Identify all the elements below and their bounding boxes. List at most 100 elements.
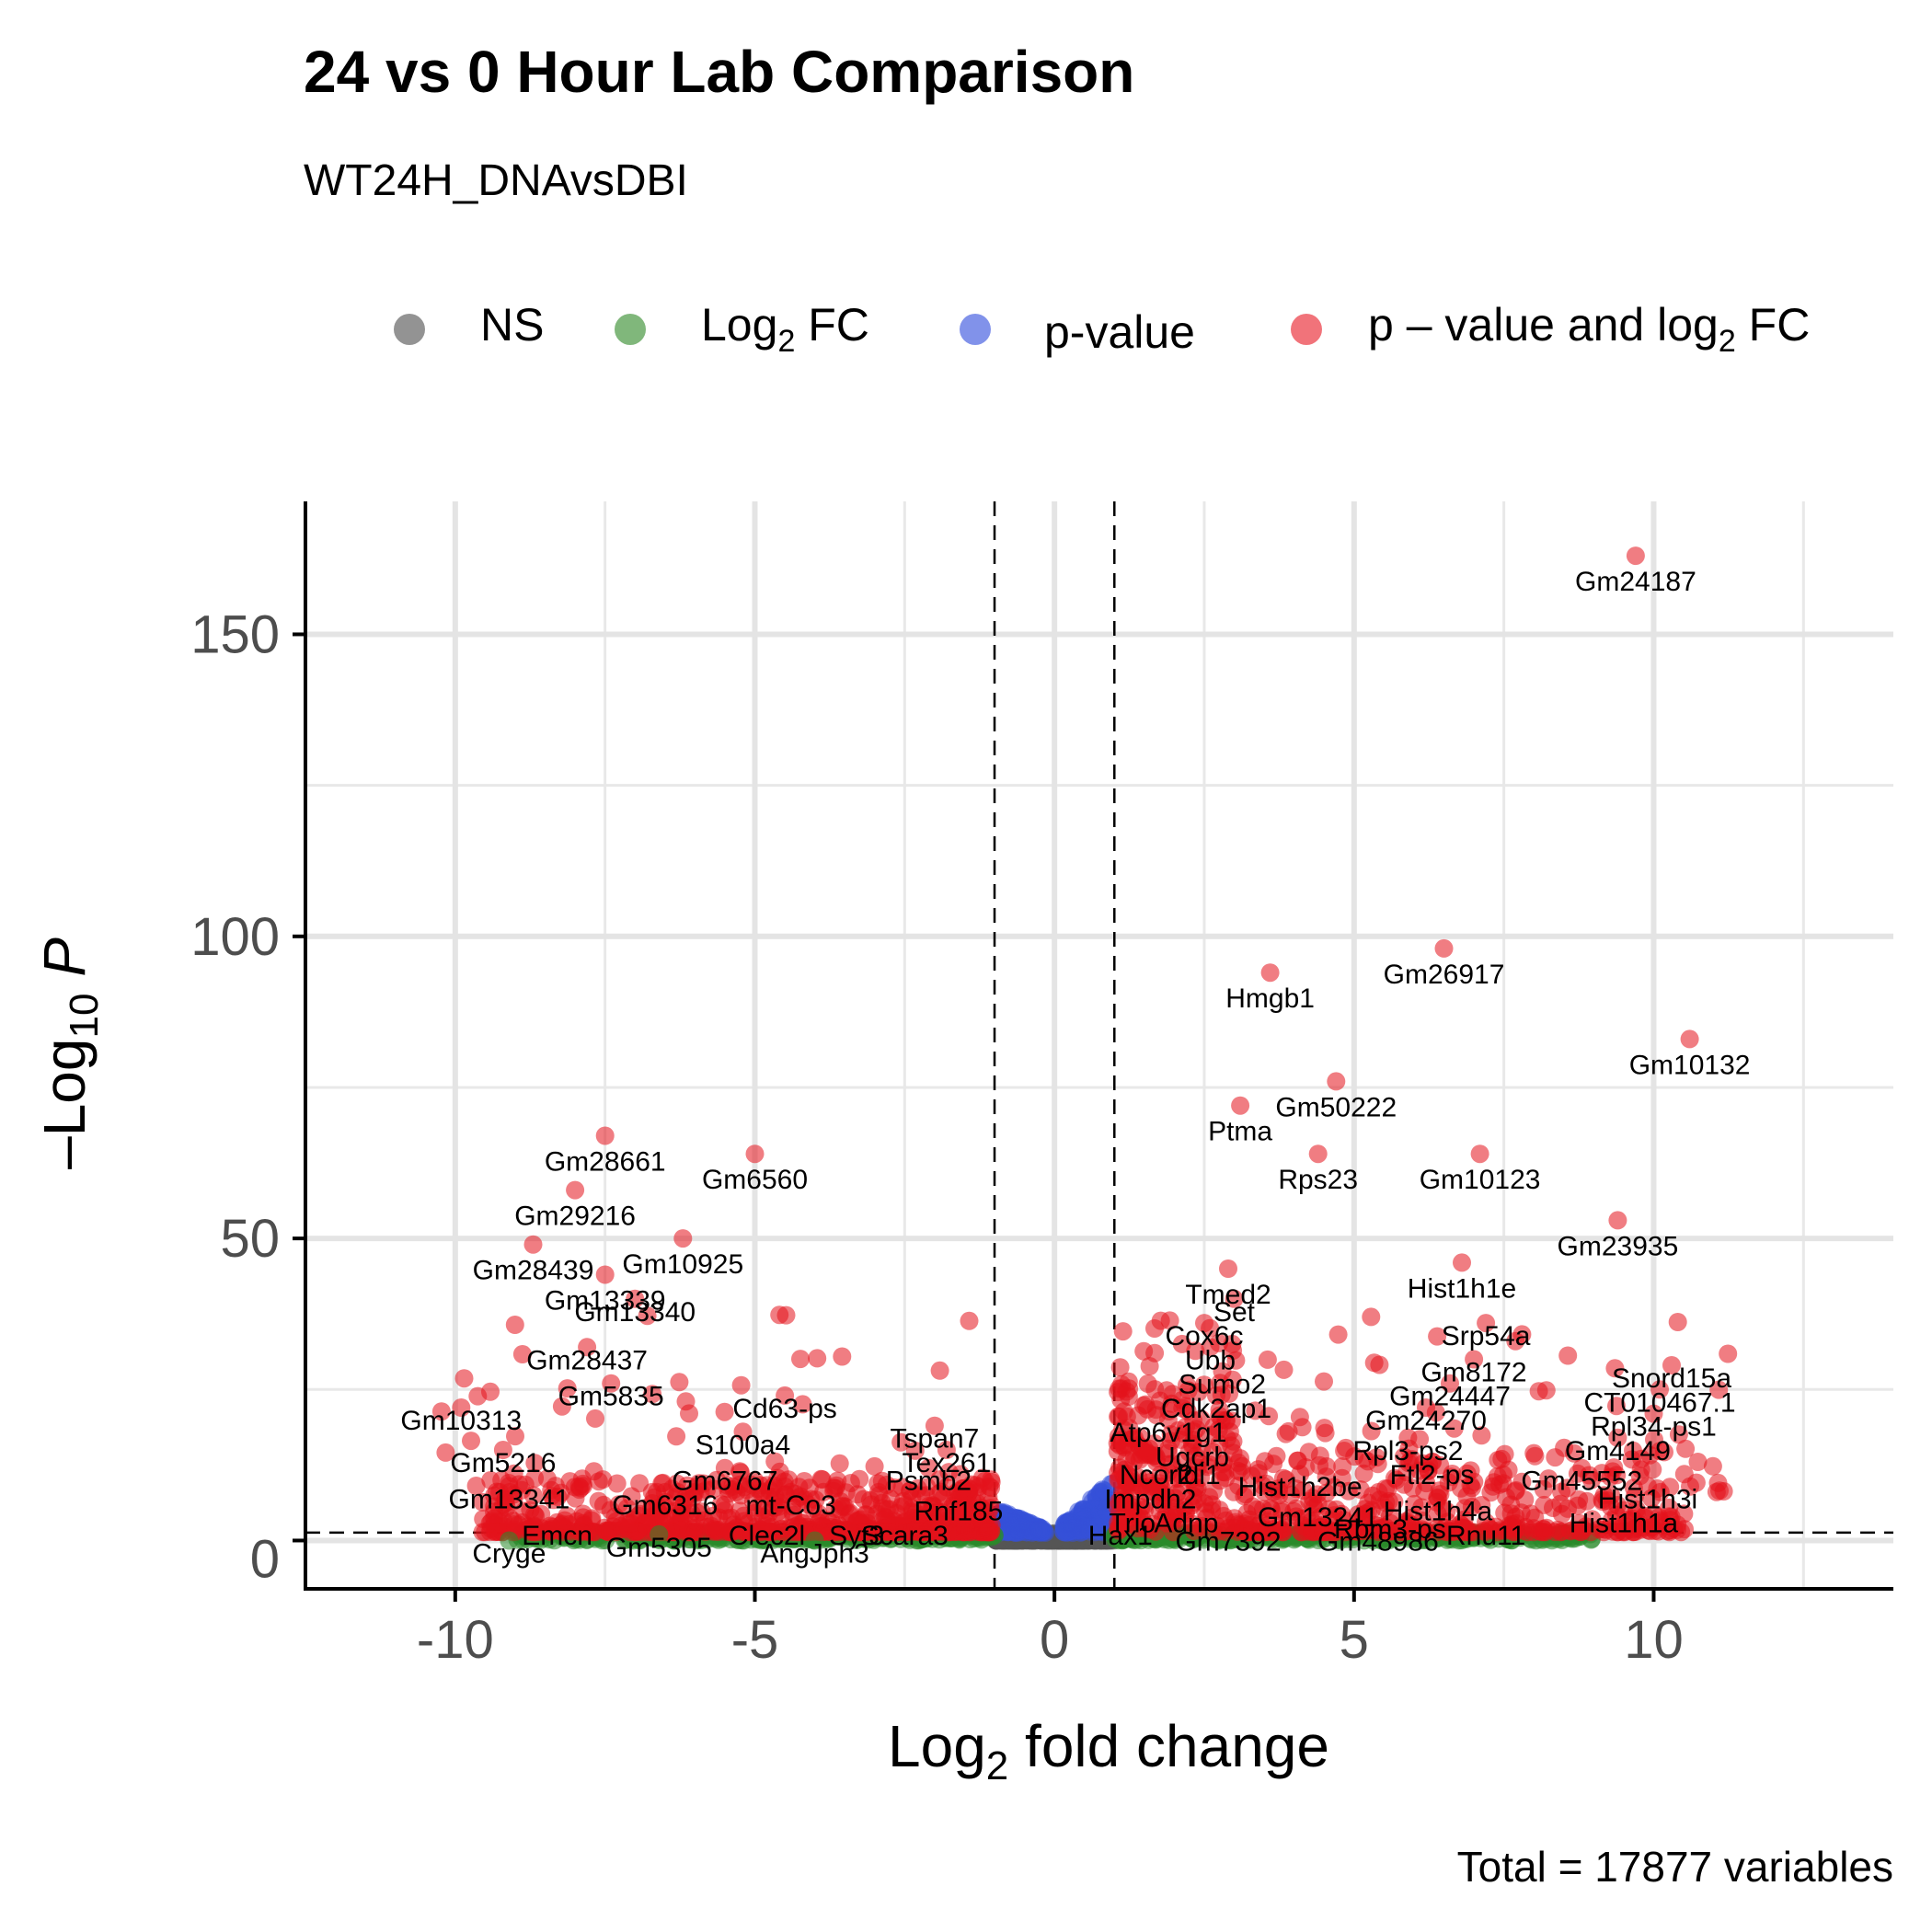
point-fc-p	[1315, 1372, 1333, 1391]
point-fc-p	[1434, 938, 1454, 958]
legend-marker-fc_p	[1291, 314, 1322, 345]
point-fc-p	[877, 1500, 896, 1519]
gene-label: Gm28439	[473, 1256, 594, 1286]
legend-marker-fc	[615, 314, 646, 345]
point-fc-p	[828, 1471, 847, 1490]
y-tick-label: 50	[220, 1209, 280, 1269]
x-tick-label: 10	[1624, 1610, 1684, 1670]
point-p	[1000, 1512, 1019, 1532]
point-fc-p	[1258, 1350, 1277, 1369]
gene-label: Gm48986	[1317, 1526, 1439, 1557]
point-fc-p	[1229, 1453, 1248, 1472]
point-fc-p	[1328, 1325, 1348, 1344]
point-fc-p	[1276, 1424, 1295, 1443]
point-fc-p	[1110, 1379, 1129, 1398]
point-fc-p	[1308, 1144, 1328, 1164]
point-fc-p	[745, 1144, 765, 1164]
point-fc-p	[1626, 546, 1645, 566]
gene-label: Ptma	[1208, 1117, 1272, 1147]
point-fc-p	[505, 1316, 524, 1334]
gene-label: Rnu11	[1446, 1521, 1525, 1551]
y-tick-label: 150	[190, 604, 280, 664]
chart-subtitle: WT24H_DNAvsDBI	[304, 156, 688, 205]
point-fc-p	[960, 1311, 979, 1330]
legend-label-fc: Log2 FC	[701, 299, 869, 359]
point-fc-p	[1335, 1442, 1354, 1460]
point-fc-p	[1113, 1322, 1133, 1341]
gene-label: Gm13341	[449, 1484, 570, 1514]
x-tick-label: 5	[1340, 1610, 1369, 1670]
point-fc-p	[1327, 1072, 1346, 1091]
point-fc-p	[1231, 1096, 1250, 1115]
point-fc-p	[1668, 1313, 1687, 1331]
gene-label: Gm5305	[606, 1533, 712, 1563]
gene-label: Gm7392	[1175, 1526, 1281, 1557]
gene-label: Rps23	[1278, 1165, 1358, 1195]
point-fc-p	[595, 1265, 615, 1284]
gene-label: Gm10123	[1420, 1165, 1541, 1195]
y-axis-title: –Log10 P	[31, 937, 107, 1169]
point-fc-p	[830, 1454, 849, 1473]
chart-legend: NS Log2 FC p-value p – value and log2 FC	[394, 299, 1810, 359]
legend-label-ns: NS	[480, 299, 544, 351]
x-tick-label: -10	[417, 1610, 494, 1670]
point-fc-p	[833, 1347, 852, 1366]
legend-marker-ns	[394, 314, 425, 345]
chart-title: 24 vs 0 Hour Lab Comparison	[304, 39, 1134, 105]
gene-label: Gm50222	[1275, 1092, 1397, 1122]
gene-label: Gm23935	[1558, 1231, 1679, 1261]
gene-label: Scara3	[861, 1521, 949, 1551]
x-axis-title: Log2 fold change	[888, 1713, 1329, 1788]
point-fc-p	[1364, 1353, 1384, 1373]
gene-label: Gm26917	[1384, 960, 1505, 990]
point-fc-p	[930, 1361, 949, 1380]
gene-label: Gm10925	[622, 1249, 743, 1280]
point-fc-p	[1264, 1455, 1283, 1474]
point-p	[1058, 1521, 1077, 1540]
point-fc-p	[1484, 1473, 1503, 1492]
gene-label: AngJph3	[760, 1539, 868, 1570]
point-fc-p	[480, 1513, 500, 1533]
point-fc-p	[1470, 1144, 1489, 1164]
total-variables-caption: Total = 17877 variables	[1457, 1843, 1893, 1891]
point-fc-p	[566, 1180, 585, 1200]
point-fc-p	[523, 1235, 543, 1254]
gene-label: Gm28437	[526, 1345, 648, 1375]
point-fc-p	[1536, 1381, 1556, 1400]
gene-label: Gm6560	[702, 1165, 808, 1195]
point-fc-p	[673, 1229, 693, 1248]
gene-label: Gm10132	[1629, 1050, 1751, 1080]
gene-label: Gm10313	[400, 1406, 522, 1436]
point-fc-p	[454, 1369, 474, 1388]
gene-label: Gm29216	[514, 1202, 636, 1232]
point-fc-p	[731, 1375, 751, 1395]
point-fc-p	[1551, 1523, 1570, 1542]
point-fc-p	[715, 1402, 734, 1421]
point-fc-p	[1558, 1346, 1578, 1365]
point-fc-p	[573, 1477, 592, 1496]
x-tick-label: -5	[731, 1610, 779, 1670]
point-fc-p	[850, 1469, 869, 1489]
gene-label: Srp54a	[1442, 1321, 1531, 1351]
point-fc-p	[584, 1462, 604, 1481]
point-fc-p	[791, 1350, 810, 1369]
point-fc-p	[676, 1392, 696, 1411]
gene-label: Ftl2-ps	[1390, 1460, 1475, 1490]
legend-marker-p	[960, 314, 991, 345]
gene-label: Hax1	[1088, 1521, 1153, 1551]
point-fc-p	[1219, 1259, 1237, 1278]
point-p	[1030, 1520, 1050, 1539]
point-fc-p	[1524, 1443, 1544, 1463]
gene-label: mt-Co3	[745, 1490, 835, 1521]
gene-label: Psmb2	[886, 1466, 972, 1497]
point-fc-p	[1714, 1482, 1733, 1501]
x-tick-label: 0	[1040, 1610, 1069, 1670]
point-fc-p	[1362, 1307, 1381, 1327]
point-fc-p	[1237, 1504, 1257, 1523]
point-fc-p	[1608, 1211, 1627, 1230]
point-fc-p	[1145, 1319, 1164, 1338]
point-fc-p	[667, 1427, 686, 1446]
point-fc-p	[481, 1382, 500, 1401]
gene-label: Hmgb1	[1225, 983, 1315, 1014]
